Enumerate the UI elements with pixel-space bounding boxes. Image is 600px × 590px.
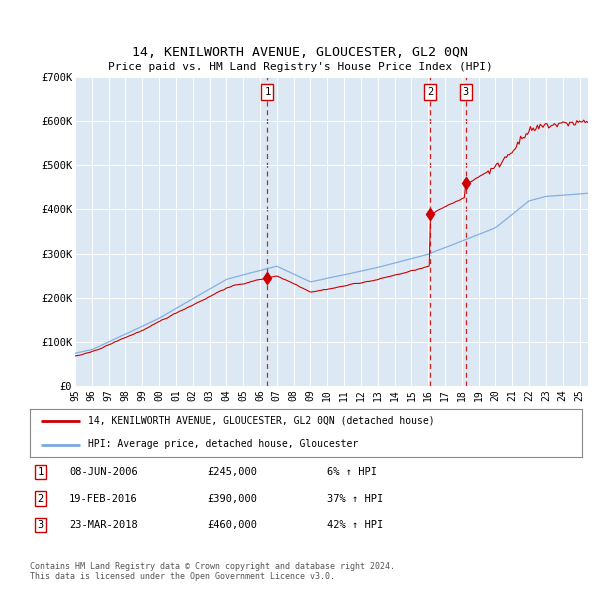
- Text: 2: 2: [427, 87, 434, 97]
- Text: £245,000: £245,000: [207, 467, 257, 477]
- Text: £390,000: £390,000: [207, 494, 257, 503]
- Text: This data is licensed under the Open Government Licence v3.0.: This data is licensed under the Open Gov…: [30, 572, 335, 581]
- Text: 3: 3: [463, 87, 469, 97]
- Text: 2: 2: [38, 494, 44, 503]
- Text: HPI: Average price, detached house, Gloucester: HPI: Average price, detached house, Glou…: [88, 439, 358, 449]
- Text: 23-MAR-2018: 23-MAR-2018: [69, 520, 138, 530]
- Text: 3: 3: [38, 520, 44, 530]
- Text: Price paid vs. HM Land Registry's House Price Index (HPI): Price paid vs. HM Land Registry's House …: [107, 62, 493, 72]
- Text: Contains HM Land Registry data © Crown copyright and database right 2024.: Contains HM Land Registry data © Crown c…: [30, 562, 395, 571]
- Text: 14, KENILWORTH AVENUE, GLOUCESTER, GL2 0QN (detached house): 14, KENILWORTH AVENUE, GLOUCESTER, GL2 0…: [88, 415, 434, 425]
- Text: 08-JUN-2006: 08-JUN-2006: [69, 467, 138, 477]
- Text: £460,000: £460,000: [207, 520, 257, 530]
- Text: 14, KENILWORTH AVENUE, GLOUCESTER, GL2 0QN: 14, KENILWORTH AVENUE, GLOUCESTER, GL2 0…: [132, 46, 468, 59]
- Text: 42% ↑ HPI: 42% ↑ HPI: [327, 520, 383, 530]
- Text: 1: 1: [38, 467, 44, 477]
- Text: 1: 1: [264, 87, 271, 97]
- Text: 19-FEB-2016: 19-FEB-2016: [69, 494, 138, 503]
- Text: 6% ↑ HPI: 6% ↑ HPI: [327, 467, 377, 477]
- Text: 37% ↑ HPI: 37% ↑ HPI: [327, 494, 383, 503]
